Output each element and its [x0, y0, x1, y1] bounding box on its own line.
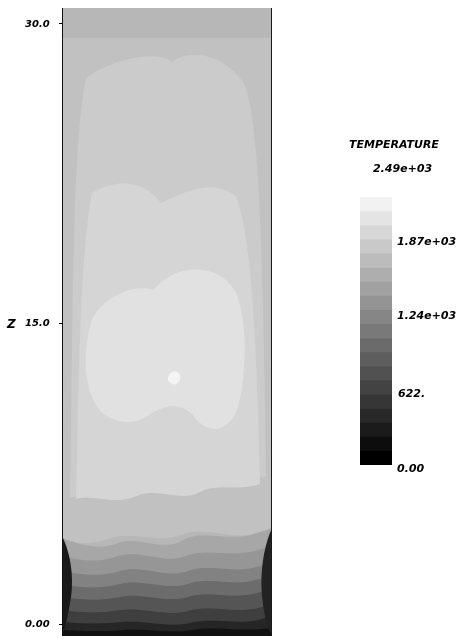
legend-color-step [360, 267, 392, 282]
contour-bottom-8 [62, 628, 272, 636]
legend-label-max: 2.49e+03 [373, 162, 433, 175]
legend-color-step [360, 309, 392, 325]
legend-color-step [360, 183, 392, 198]
legend-label-high: 1.87e+03 [397, 235, 457, 248]
contour-level-hotspot [168, 371, 181, 385]
legend-color-step [360, 225, 392, 240]
legend-color-step [360, 408, 392, 423]
legend-color-step [360, 436, 392, 452]
legend-color-step [360, 422, 392, 438]
legend-label-low: 622. [398, 387, 426, 400]
plot-left-edge [62, 8, 63, 636]
y-tick-mark-mid [59, 323, 63, 324]
legend-color-step [360, 450, 392, 465]
y-tick-label-mid: 15.0 [25, 318, 50, 329]
legend-color-step [360, 366, 392, 381]
legend-color-step [360, 380, 392, 395]
right-bottom-dark-band [261, 528, 272, 636]
legend-color-step [360, 352, 392, 367]
y-axis-label: Z [7, 317, 16, 331]
legend-color-step [360, 239, 392, 254]
y-tick-mark-bottom [59, 624, 63, 625]
legend-color-step [360, 394, 392, 409]
y-tick-label-bottom: 0.00 [25, 619, 50, 630]
legend-color-step [360, 295, 392, 311]
plot-right-edge [271, 8, 272, 636]
legend-label-min: 0.00 [397, 462, 425, 475]
legend-color-step [360, 197, 392, 212]
legend-title: TEMPERATURE [349, 138, 439, 151]
y-tick-mark-top [59, 23, 63, 24]
left-bottom-dark-band [62, 536, 72, 636]
legend-color-step [360, 338, 392, 353]
legend-label-mid: 1.24e+03 [397, 309, 457, 322]
legend-color-step [360, 211, 392, 226]
legend-color-step [360, 253, 392, 268]
y-tick-label-top: 30.0 [25, 19, 50, 30]
contour-level-core [85, 269, 245, 429]
legend-color-step [360, 324, 392, 339]
legend-color-step [360, 281, 392, 297]
temperature-legend-colorbar [360, 183, 392, 465]
temperature-contour-plot [62, 8, 272, 636]
